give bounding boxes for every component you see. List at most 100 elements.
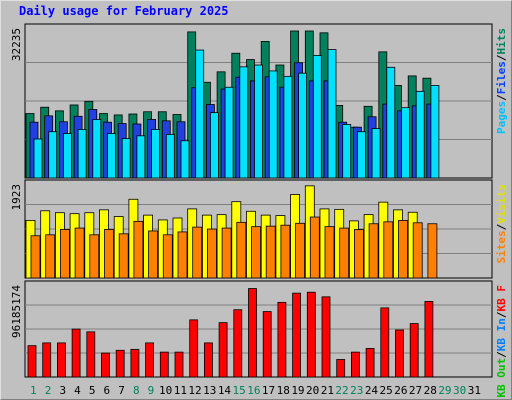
bar-sites-day-16 [251, 226, 261, 279]
bar-pages-day-2 [48, 131, 58, 179]
bar-pages-day-21 [327, 49, 337, 179]
bar-pages-day-26 [401, 107, 410, 179]
x-tick-label-day-19: 19 [291, 384, 304, 397]
x-tick-label-day-28: 28 [424, 384, 437, 397]
bar-pages-day-9 [151, 129, 161, 179]
bar-sites-day-23 [353, 229, 364, 279]
bar-sites-day-18 [280, 224, 291, 279]
bar-sites-day-4 [74, 227, 85, 279]
x-tick-label-day-10: 10 [159, 384, 172, 397]
bar-pages-day-23 [356, 131, 366, 179]
x-tick-label-day-25: 25 [380, 384, 393, 397]
bar-sites-day-5 [89, 234, 100, 279]
bar-pages-day-18 [283, 75, 293, 179]
bar-sites-day-17 [265, 225, 276, 279]
bar-sites-day-7 [118, 233, 129, 279]
bar-kb-f-day-4 [71, 328, 81, 378]
bar-pages-day-25 [386, 66, 396, 179]
x-tick-label-day-26: 26 [394, 384, 407, 397]
bar-kb-f-day-13 [203, 342, 213, 378]
max-label-kbytes: 96185174 [10, 285, 23, 338]
bar-kb-f-day-28 [424, 301, 434, 378]
bar-kb-f-day-19 [292, 292, 302, 378]
bar-pages-day-7 [121, 138, 131, 179]
bar-pages-day-24 [371, 128, 381, 179]
bar-pages-day-20 [312, 55, 322, 179]
bar-pages-day-27 [415, 90, 425, 179]
legend-item---3: / [495, 54, 508, 61]
x-tick-label-day-20: 20 [306, 384, 319, 397]
bar-kb-f-day-8 [130, 348, 140, 378]
bar-pages-day-15 [239, 66, 249, 179]
legend-item-kb-in-2: KB In [495, 318, 508, 351]
bar-sites-day-2 [45, 234, 56, 279]
x-tick-label-day-15: 15 [233, 384, 246, 397]
x-tick-label-day-16: 16 [247, 384, 260, 397]
bar-kb-f-day-18 [277, 301, 287, 378]
x-tick-label-day-9: 9 [148, 384, 155, 397]
legend-item---1: / [495, 351, 508, 358]
x-tick-label-day-8: 8 [133, 384, 140, 397]
bar-sites-day-24 [368, 223, 379, 279]
legend-visits-sites: Sites/Visits [495, 184, 508, 264]
bar-sites-day-20 [309, 216, 320, 279]
x-tick-label-day-24: 24 [365, 384, 379, 397]
chart-title: Daily usage for February 2025 [19, 4, 229, 18]
bar-pages-day-28 [430, 85, 440, 179]
bar-sites-day-21 [324, 226, 335, 279]
bar-sites-day-3 [60, 229, 70, 279]
bar-kb-f-day-1 [27, 345, 37, 378]
legend-item---3: / [495, 311, 508, 318]
x-tick-label-day-22: 22 [335, 384, 348, 397]
bar-kb-f-day-27 [409, 323, 419, 378]
x-tick-label-day-21: 21 [321, 384, 334, 397]
bar-sites-day-1 [30, 235, 41, 279]
x-tick-label-day-13: 13 [203, 384, 216, 397]
x-tick-label-day-29: 29 [438, 384, 451, 397]
legend-item-sites-0: Sites [495, 230, 508, 263]
x-tick-label-day-6: 6 [104, 384, 111, 397]
bar-kb-f-day-20 [306, 291, 316, 378]
x-tick-label-day-14: 14 [218, 384, 232, 397]
x-tick-label-day-12: 12 [188, 384, 201, 397]
bar-pages-day-6 [107, 133, 116, 179]
bar-kb-f-day-15 [233, 309, 243, 378]
bar-kb-f-day-12 [189, 319, 199, 378]
x-tick-label-day-4: 4 [74, 384, 81, 397]
bar-sites-day-25 [383, 221, 394, 279]
x-tick-label-day-7: 7 [118, 384, 125, 397]
bar-kb-f-day-16 [248, 288, 257, 378]
bar-kb-f-day-9 [145, 342, 155, 378]
bar-sites-day-26 [398, 219, 408, 279]
bar-pages-day-19 [298, 72, 308, 179]
legend-item-kb-f-4: KB F [495, 285, 508, 312]
bar-kb-f-day-21 [321, 296, 331, 378]
bar-sites-day-8 [133, 220, 144, 279]
bar-pages-day-3 [63, 133, 72, 179]
bar-pages-day-16 [254, 64, 263, 179]
max-label-hits-pages-files: 32235 [10, 28, 23, 61]
bar-sites-day-27 [412, 222, 423, 279]
bar-kb-f-day-7 [115, 349, 125, 378]
bar-pages-day-4 [77, 129, 87, 179]
bar-kb-f-day-23 [350, 351, 360, 378]
legend-kbytes: KB Out/KB In/KB F [495, 285, 508, 398]
x-tick-label-day-1: 1 [30, 384, 37, 397]
bar-sites-day-22 [339, 227, 350, 279]
bar-kb-f-day-17 [262, 311, 272, 378]
bar-kb-f-day-14 [218, 322, 228, 378]
x-tick-label-day-3: 3 [59, 384, 66, 397]
bar-pages-day-11 [180, 140, 190, 179]
bar-pages-day-22 [342, 124, 352, 179]
x-tick-label-day-5: 5 [89, 384, 96, 397]
bar-pages-day-14 [224, 86, 234, 179]
legend-item-files-2: Files [495, 61, 508, 94]
x-tick-label-day-17: 17 [262, 384, 275, 397]
bar-kb-f-day-22 [336, 359, 346, 378]
bar-sites-day-28 [427, 223, 438, 279]
x-tick-label-day-27: 27 [409, 384, 422, 397]
legend-item---1: / [495, 223, 508, 230]
legend-item-visits-2: Visits [495, 184, 508, 224]
x-tick-label-day-11: 11 [174, 384, 187, 397]
bar-pages-day-8 [136, 135, 146, 179]
